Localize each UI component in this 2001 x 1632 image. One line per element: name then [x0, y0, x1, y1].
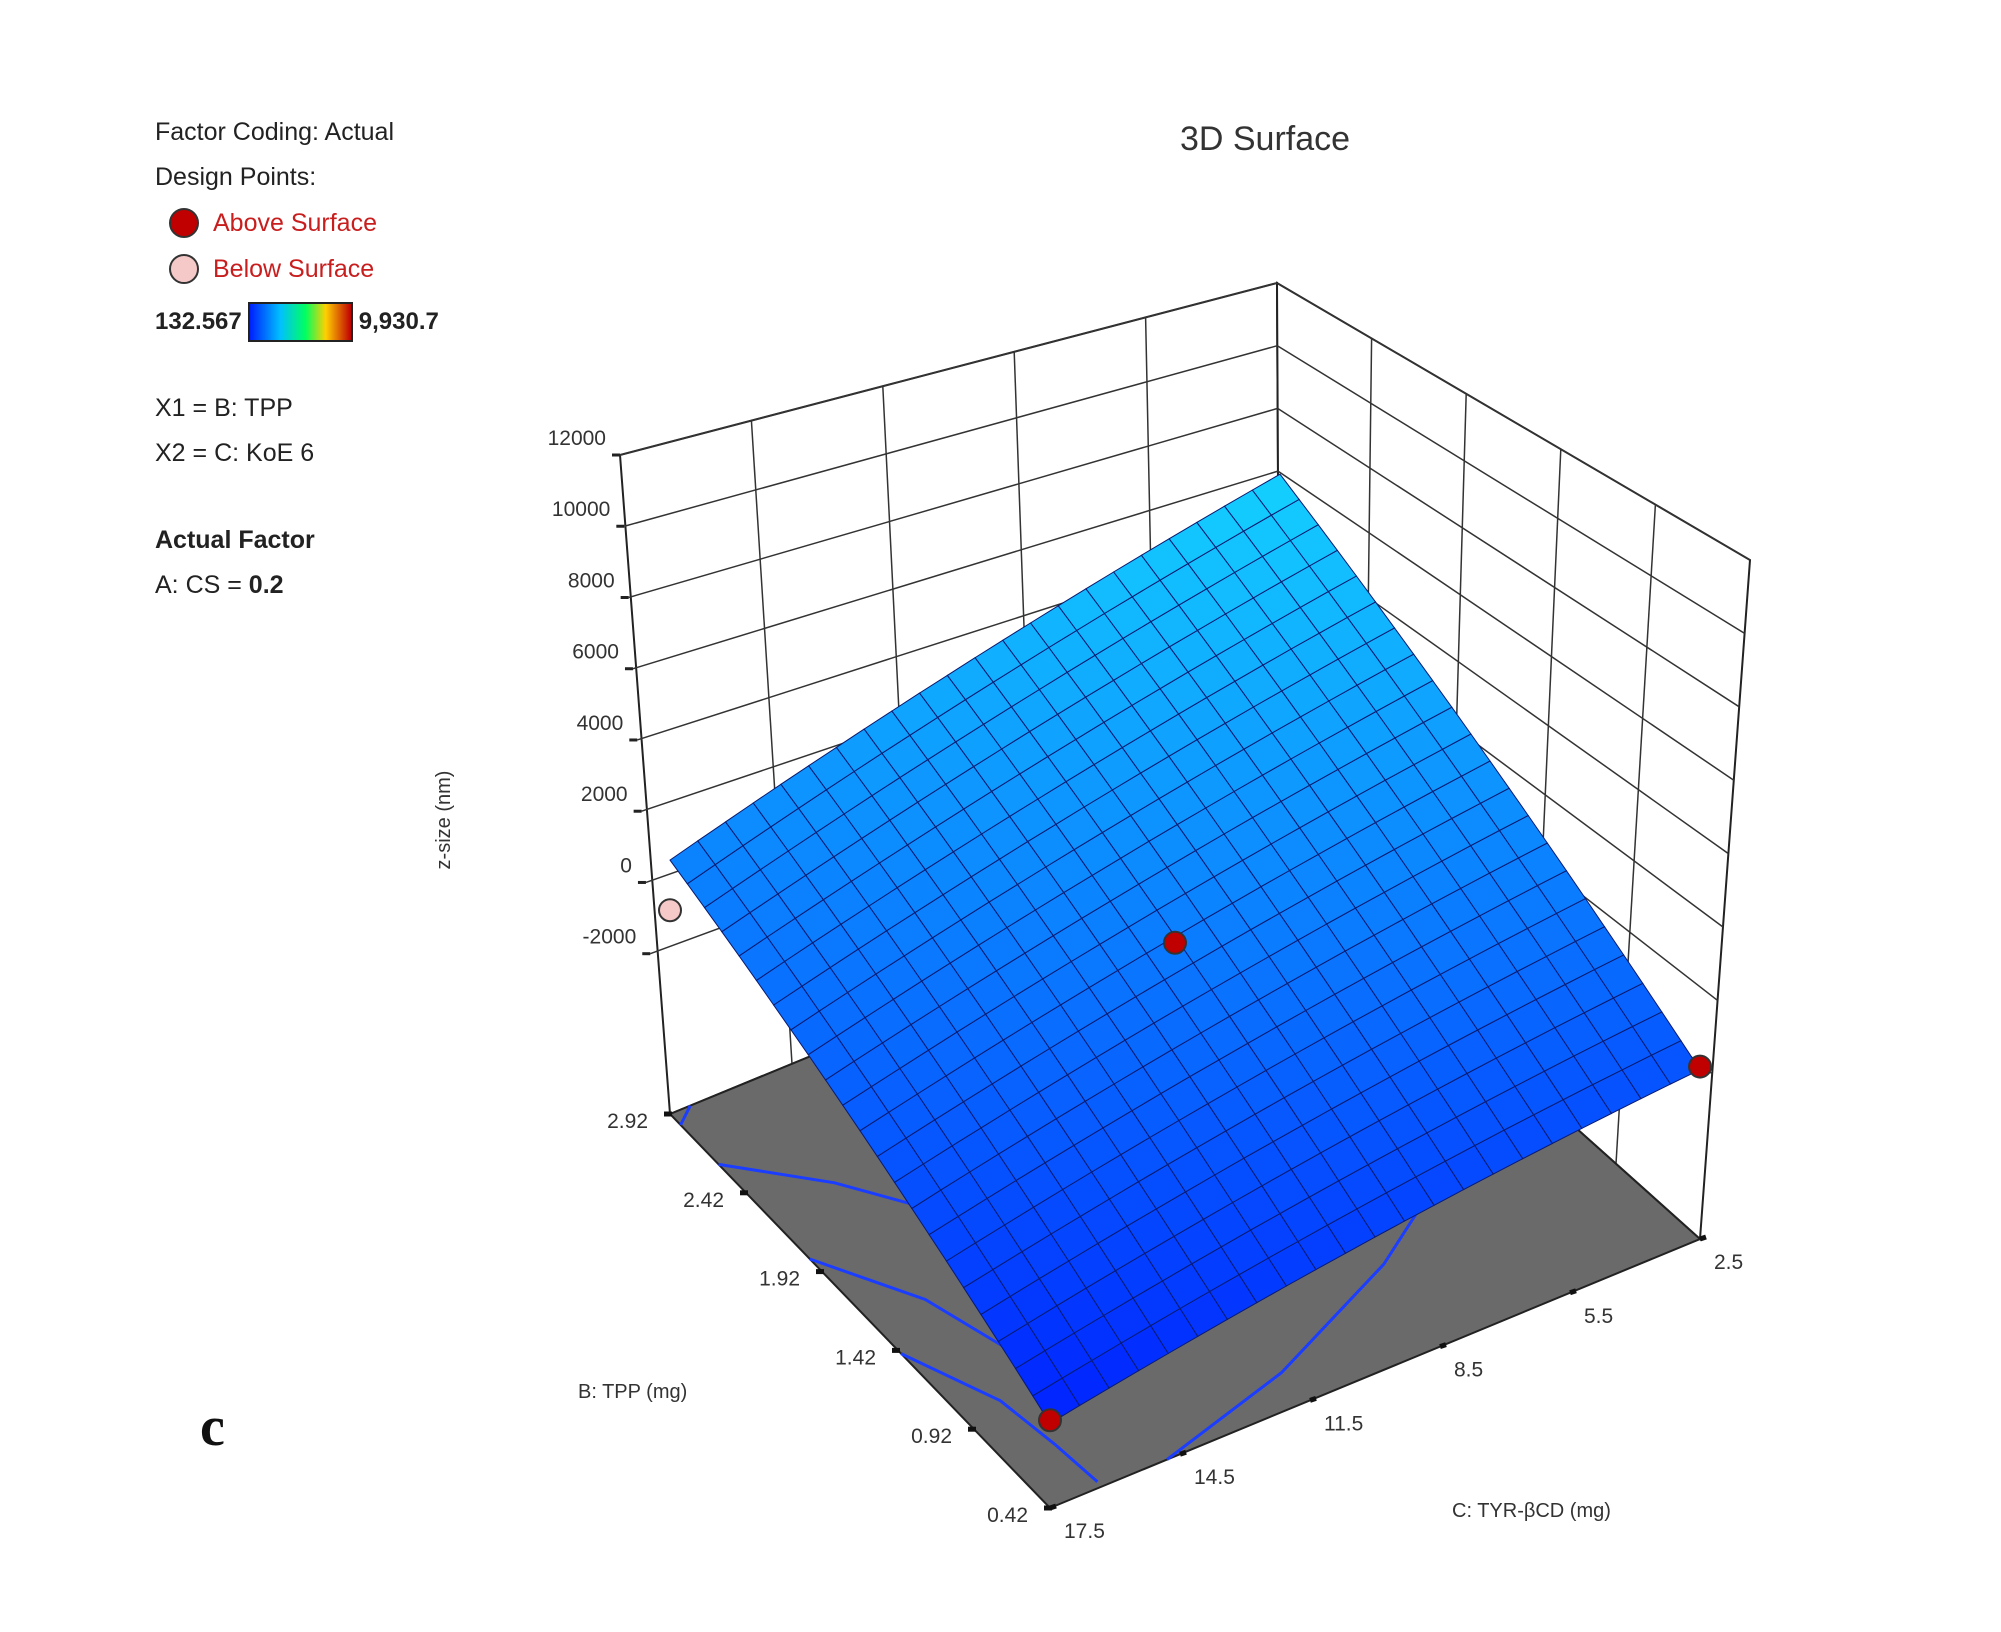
- c-tick-mark: [1439, 1342, 1447, 1349]
- c-tick-label: 5.5: [1584, 1305, 1613, 1328]
- chart-title: 3D Surface: [1180, 120, 1350, 158]
- z-grid-left: [619, 282, 1278, 456]
- contour-line: [900, 1352, 1099, 1483]
- z-grid-right: [1276, 282, 1751, 561]
- c-tick-mark: [1699, 1234, 1707, 1242]
- b-tick-label: 0.42: [987, 1504, 1028, 1527]
- y-axis-label: C: TYR-βCD (mg): [1452, 1500, 1611, 1522]
- z-tick-label: 4000: [577, 712, 624, 735]
- z-tick-label: 6000: [572, 641, 619, 664]
- z-grid-right: [1276, 345, 1745, 635]
- color-scale-min: 132.567: [155, 308, 242, 335]
- z-grid-left: [632, 470, 1279, 670]
- z-grid-right: [1277, 470, 1735, 781]
- x2-factor-label: X2 = C: KoE 6: [155, 439, 315, 467]
- actual-factor-title: Actual Factor: [155, 526, 315, 554]
- color-gradient: [247, 302, 353, 342]
- b-tick-label: 2.92: [607, 1110, 648, 1133]
- contour-line: [679, 1104, 692, 1126]
- z-tick-label: 12000: [548, 427, 606, 450]
- above-surface-label: Above Surface: [213, 208, 377, 237]
- c-tick-label: 8.5: [1454, 1359, 1483, 1382]
- below-surface-label: Below Surface: [213, 254, 375, 283]
- c-tick-label: 2.5: [1714, 1251, 1743, 1274]
- color-scale-bar: 132.567 9,930.7: [155, 300, 535, 344]
- surface-cell: [669, 840, 716, 885]
- c-tick-label: 17.5: [1064, 1520, 1105, 1543]
- z-grid-right: [1277, 407, 1740, 708]
- legend-below-surface: Below Surface: [155, 246, 535, 292]
- legend-above-surface: Above Surface: [155, 200, 535, 246]
- design-point-below: [658, 898, 682, 923]
- factor-coding-label: Factor Coding: Actual: [155, 118, 395, 146]
- c-tick-mark: [1309, 1396, 1317, 1403]
- design-points-title: Design Points:: [155, 163, 317, 191]
- c-tick-mark: [1569, 1288, 1577, 1296]
- z-tick-label: 0: [620, 854, 632, 877]
- below-surface-dot-icon: [169, 254, 199, 284]
- z-tick-label: 8000: [568, 569, 615, 592]
- actual-factor-name: A: CS =: [155, 571, 249, 599]
- b-tick-label: 0.92: [911, 1425, 952, 1448]
- axis-ticks: 2.92 2.42 1.92 1.42 0.92 0.42 2.5 5.5 8.5 11.5 14.…: [607, 1110, 1743, 1543]
- c-tick-mark: [1049, 1503, 1057, 1511]
- color-scale-max: 9,930.7: [358, 308, 439, 335]
- x1-factor-label: X1 = B: TPP: [155, 394, 293, 422]
- b-tick-label: 1.42: [835, 1346, 876, 1369]
- response-surface: [669, 473, 1701, 1425]
- design-point-above: [1163, 930, 1187, 955]
- z-tick-label: 2000: [581, 783, 628, 806]
- z-tick-label: -2000: [583, 926, 637, 949]
- z-grid-left: [628, 407, 1278, 599]
- design-points: [658, 898, 1712, 1433]
- c-tick-label: 14.5: [1194, 1466, 1235, 1489]
- design-point-above: [1688, 1054, 1712, 1079]
- z-grid-left: [624, 344, 1278, 527]
- b-tick-label: 1.92: [759, 1268, 800, 1291]
- legend-panel: Factor Coding: Actual Design Points: Abo…: [155, 110, 535, 608]
- panel-letter: c: [200, 1396, 225, 1458]
- b-tick-label: 2.42: [683, 1189, 724, 1212]
- c-tick-mark: [1179, 1449, 1187, 1457]
- z-axis-label: z-size (nm): [433, 771, 455, 870]
- x-axis-label: B: TPP (mg): [578, 1381, 687, 1403]
- above-surface-dot-icon: [169, 208, 199, 238]
- actual-factor-value: 0.2: [248, 571, 284, 599]
- z-tick-label: 10000: [552, 498, 610, 521]
- design-point-above: [1038, 1408, 1062, 1433]
- actual-factor-row: A: CS = 0.2: [155, 563, 535, 608]
- c-tick-label: 11.5: [1324, 1412, 1363, 1435]
